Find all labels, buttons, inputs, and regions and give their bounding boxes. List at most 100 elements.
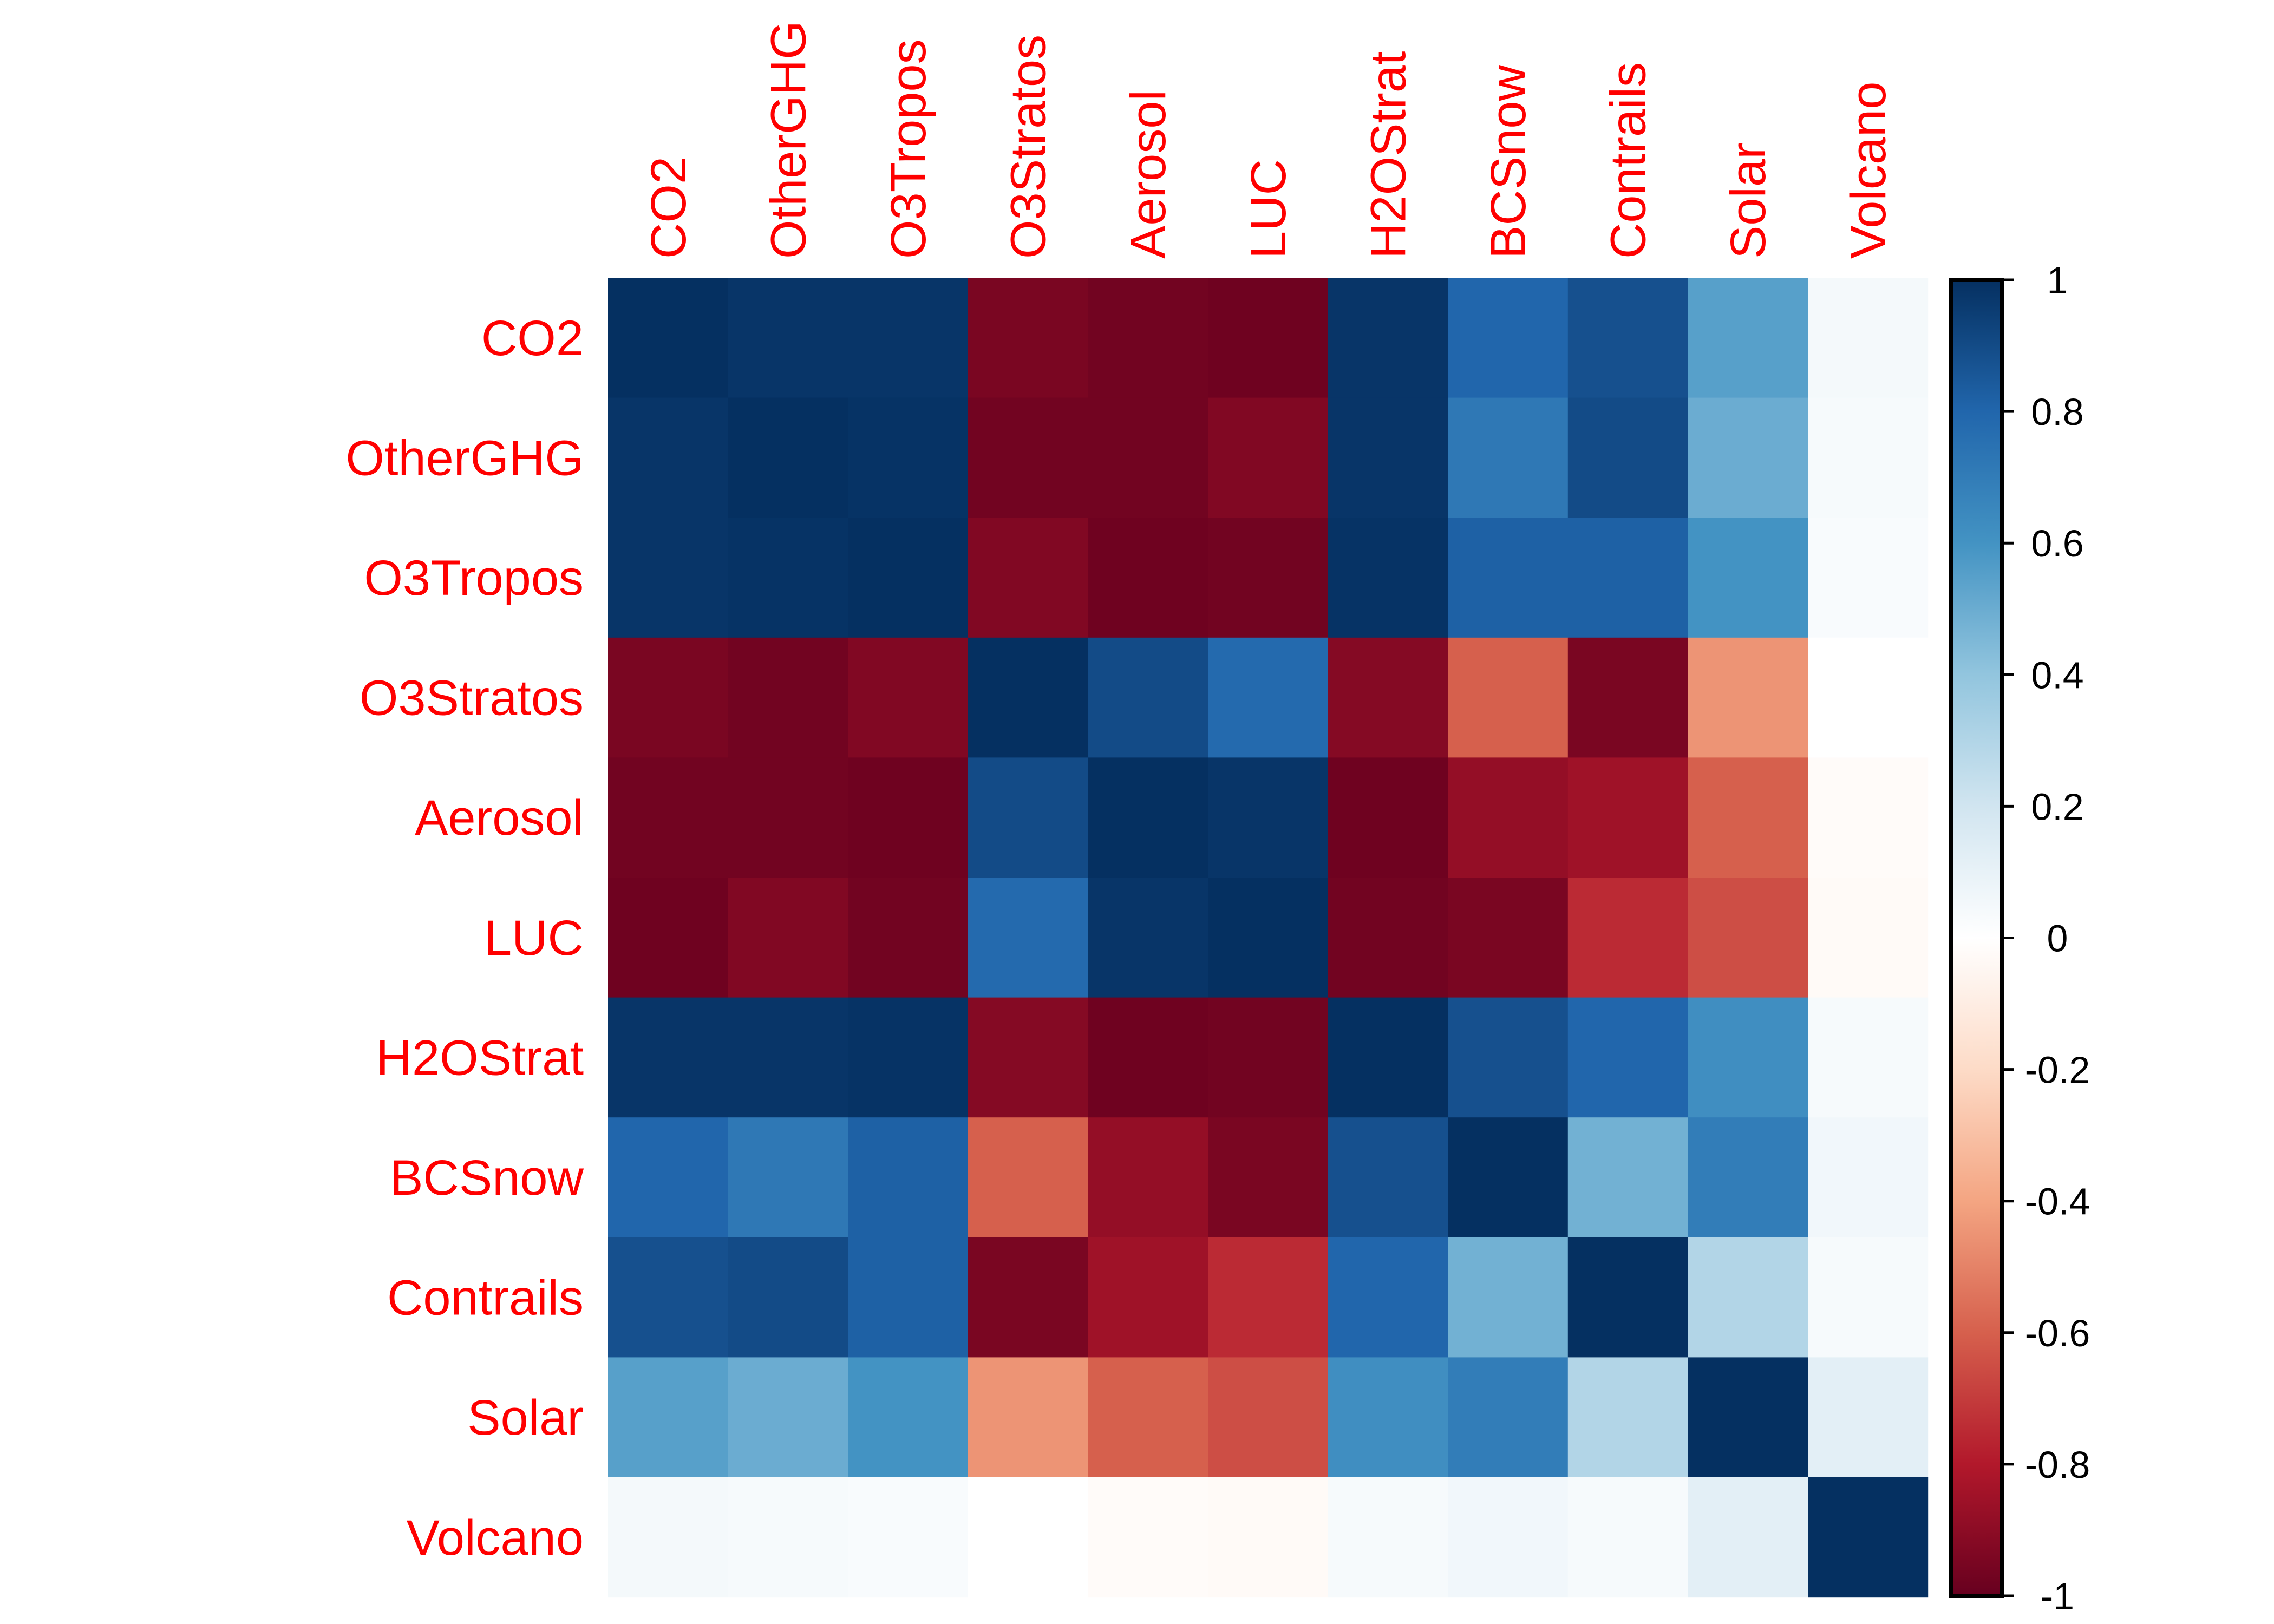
column-label: Volcano [1841,82,1896,259]
row-label: OtherGHG [345,430,584,486]
row-label: O3Stratos [360,671,584,726]
heatmap-cell-OtherGHG-H2OStrat [1328,397,1448,518]
heatmap-cell-O3Tropos-LUC [1208,518,1329,638]
heatmap-cell-H2OStrat-OtherGHG [728,997,848,1118]
heatmap-cell-O3Stratos-Aerosol [1088,637,1208,758]
colorbar-tick-label: 0.6 [2031,522,2083,565]
heatmap-cell-LUC-Solar [1688,878,1808,998]
heatmap-cell-BCSnow-Contrails [1567,1117,1688,1238]
colorbar-tick-label: -0.6 [2025,1312,2090,1354]
heatmap-cell-O3Tropos-Contrails [1567,518,1688,638]
heatmap-cell-BCSnow-O3Tropos [848,1117,969,1238]
heatmap-cell-H2OStrat-Solar [1688,997,1808,1118]
heatmap-cell-Volcano-Aerosol [1088,1477,1208,1598]
heatmap-cell-LUC-O3Tropos [848,878,969,998]
heatmap-cell-Contrails-O3Stratos [968,1237,1088,1358]
heatmap-cell-OtherGHG-CO2 [608,397,729,518]
heatmap-cell-H2OStrat-Contrails [1567,997,1688,1118]
heatmap-cell-OtherGHG-O3Tropos [848,397,969,518]
heatmap-cell-Volcano-Solar [1688,1477,1808,1598]
heatmap-cell-CO2-LUC [1208,278,1329,398]
heatmap-cell-O3Tropos-O3Stratos [968,518,1088,638]
heatmap-cell-O3Stratos-O3Tropos [848,637,969,758]
colorbar-tick-label: 1 [2047,259,2068,302]
heatmap-cell-Aerosol-OtherGHG [728,757,848,878]
heatmap-cell-Volcano-LUC [1208,1477,1329,1598]
heatmap-cell-H2OStrat-Volcano [1808,997,1929,1118]
heatmap-cell-Aerosol-Aerosol [1088,757,1208,878]
heatmap-cell-Volcano-O3Stratos [968,1477,1088,1598]
heatmap-cell-LUC-Aerosol [1088,878,1208,998]
heatmap-cell-OtherGHG-OtherGHG [728,397,848,518]
row-label: Volcano [407,1510,584,1566]
heatmap-cell-CO2-O3Tropos [848,278,969,398]
heatmap-cell-LUC-BCSnow [1448,878,1569,998]
colorbar-gradient [1949,278,2004,1598]
colorbar-tick-label: 0 [2047,918,2068,960]
heatmap-cell-OtherGHG-Volcano [1808,397,1929,518]
heatmap-cell-O3Tropos-O3Tropos [848,518,969,638]
heatmap-cell-Contrails-Contrails [1567,1237,1688,1358]
heatmap-cell-BCSnow-H2OStrat [1328,1117,1448,1238]
heatmap-cells [608,278,1929,1598]
heatmap-cell-BCSnow-BCSnow [1448,1117,1569,1238]
heatmap-cell-BCSnow-O3Stratos [968,1117,1088,1238]
column-labels: CO2 OtherGHG O3Tropos O3Stratos Aerosol LUC H2… [641,21,1896,259]
heatmap-cell-Volcano-CO2 [608,1477,729,1598]
colorbar-tick-label: -0.2 [2025,1049,2090,1091]
heatmap-cell-OtherGHG-BCSnow [1448,397,1569,518]
heatmap-cell-O3Stratos-CO2 [608,637,729,758]
column-label: LUC [1241,159,1296,259]
heatmap-cell-Volcano-BCSnow [1448,1477,1569,1598]
heatmap-cell-O3Tropos-Aerosol [1088,518,1208,638]
heatmap-cell-CO2-Contrails [1567,278,1688,398]
heatmap-cell-O3Tropos-Solar [1688,518,1808,638]
heatmap-cell-Contrails-Volcano [1808,1237,1929,1358]
heatmap-cell-O3Tropos-OtherGHG [728,518,848,638]
heatmap-cell-Contrails-O3Tropos [848,1237,969,1358]
heatmap-cell-Volcano-Volcano [1808,1477,1929,1598]
heatmap-cell-CO2-Solar [1688,278,1808,398]
column-label: O3Tropos [881,39,936,259]
heatmap-cell-Aerosol-LUC [1208,757,1329,878]
heatmap-cell-Volcano-O3Tropos [848,1477,969,1598]
heatmap-cell-Contrails-OtherGHG [728,1237,848,1358]
colorbar-tick-label: 0.4 [2031,654,2083,696]
column-label: BCSnow [1481,65,1536,259]
heatmap-cell-O3Stratos-H2OStrat [1328,637,1448,758]
heatmap-cell-O3Stratos-LUC [1208,637,1329,758]
heatmap-cell-Aerosol-O3Tropos [848,757,969,878]
heatmap-cell-CO2-BCSnow [1448,278,1569,398]
heatmap-cell-H2OStrat-O3Stratos [968,997,1088,1118]
heatmap-cell-CO2-OtherGHG [728,278,848,398]
heatmap-cell-Contrails-BCSnow [1448,1237,1569,1358]
heatmap-cell-Aerosol-Contrails [1567,757,1688,878]
heatmap-cell-BCSnow-Volcano [1808,1117,1929,1238]
row-label: H2OStrat [376,1030,584,1085]
heatmap-cell-Aerosol-CO2 [608,757,729,878]
heatmap-cell-LUC-LUC [1208,878,1329,998]
heatmap-cell-Volcano-H2OStrat [1328,1477,1448,1598]
colorbar: 1 0.8 0.6 0.4 0.2 0 -0.2 -0.4 -0.6 -0.8 -1 [1949,259,2090,1618]
row-label: O3Tropos [364,551,584,606]
heatmap-cell-Volcano-OtherGHG [728,1477,848,1598]
heatmap-cell-CO2-CO2 [608,278,729,398]
row-label: LUC [484,911,584,966]
heatmap-cell-O3Stratos-O3Stratos [968,637,1088,758]
heatmap-cell-O3Stratos-Solar [1688,637,1808,758]
heatmap-cell-Solar-Solar [1688,1357,1808,1478]
heatmap-cell-Aerosol-H2OStrat [1328,757,1448,878]
row-label: Solar [467,1390,584,1445]
heatmap-cell-O3Tropos-Volcano [1808,518,1929,638]
heatmap-cell-Solar-Aerosol [1088,1357,1208,1478]
heatmap-cell-LUC-Volcano [1808,878,1929,998]
row-label: BCSnow [390,1150,584,1206]
heatmap-cell-H2OStrat-LUC [1208,997,1329,1118]
heatmap-cell-Solar-O3Stratos [968,1357,1088,1478]
heatmap-cell-Solar-Contrails [1567,1357,1688,1478]
heatmap-cell-BCSnow-Aerosol [1088,1117,1208,1238]
heatmap-cell-BCSnow-Solar [1688,1117,1808,1238]
heatmap-cell-Solar-BCSnow [1448,1357,1569,1478]
heatmap-cell-H2OStrat-CO2 [608,997,729,1118]
heatmap-cell-H2OStrat-O3Tropos [848,997,969,1118]
